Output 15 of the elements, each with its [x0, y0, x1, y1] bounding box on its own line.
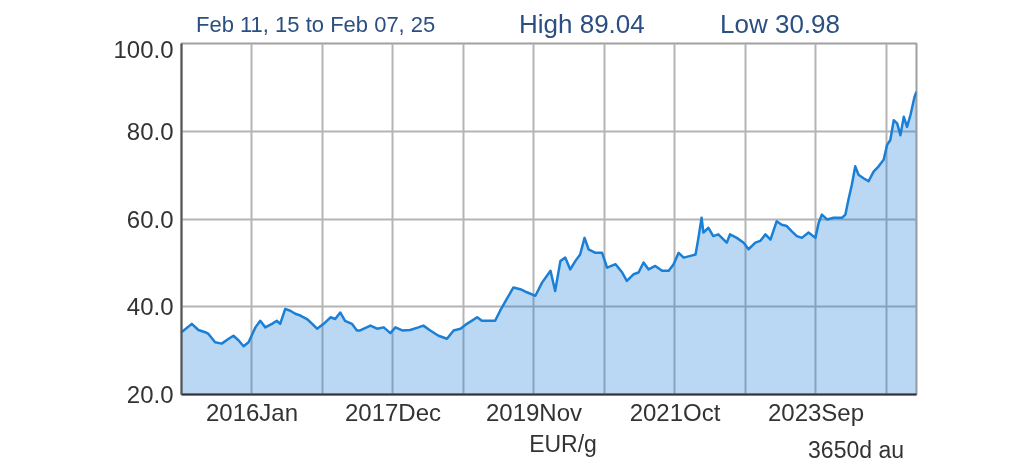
text: High 89.04	[519, 8, 645, 41]
text: 3650d au	[808, 436, 904, 465]
y-tick-label: 20.0	[126, 381, 174, 408]
x-tick-label: 2016Jan	[205, 398, 299, 426]
y-tick-label: 80.0	[126, 117, 174, 145]
x-tick-label: 2023Sep	[767, 398, 865, 426]
x-tick-label: 2019Nov	[485, 398, 583, 426]
chart-title: Feb 11, 15 to Feb 07, 25	[196, 11, 436, 39]
y-tick-label: 40.0	[126, 293, 174, 321]
text: Low 30.98	[720, 8, 840, 41]
x-tick-label: 2017Dec	[344, 398, 442, 426]
y-tick-label: 100.0	[113, 35, 174, 63]
y-tick-label: 60.0	[126, 205, 174, 233]
x-axis-title: EUR/g	[529, 430, 597, 459]
x-tick-label: 2021Oct	[629, 398, 721, 426]
